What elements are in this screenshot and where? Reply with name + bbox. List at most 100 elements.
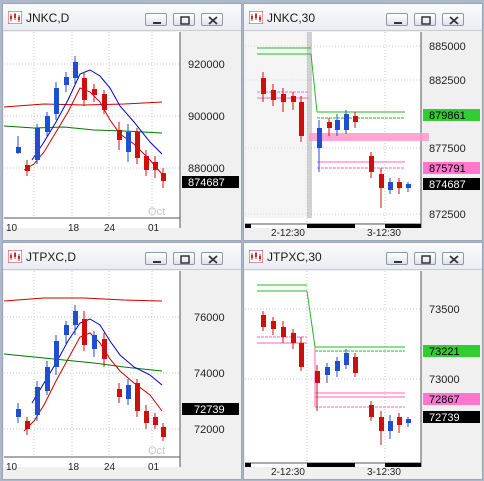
candle-body <box>335 361 340 371</box>
close-icon <box>208 16 218 25</box>
price-chart[interactable]: 885000 882500 877500 872500 879861 87579… <box>245 32 481 240</box>
close-button[interactable] <box>201 252 223 265</box>
y-tick-label: 73500 <box>429 304 460 316</box>
price-tag <box>182 176 239 188</box>
x-tick-label: 24 <box>104 462 116 473</box>
candle-body <box>344 353 349 365</box>
candle-body <box>299 343 304 367</box>
chart-window-jtpxc-daily[interactable]: JTPXC,D Oct <box>2 242 242 480</box>
window-title: JNKC,D <box>26 11 70 25</box>
plot-area[interactable] <box>245 271 421 467</box>
grid <box>4 32 180 218</box>
candle-body <box>144 411 149 423</box>
candle-body <box>45 116 50 132</box>
minimize-button[interactable] <box>386 13 408 26</box>
chart-window-jtpxc-30min[interactable]: JTPXC,30 <box>243 242 483 480</box>
candle-body <box>126 385 131 399</box>
minimize-button[interactable] <box>145 252 167 265</box>
price-tag-label: 72739 <box>194 404 225 416</box>
x-tick-label: 3-12:30 <box>367 228 401 239</box>
y-tick-label: 900000 <box>188 111 225 123</box>
maximize-icon <box>180 16 190 25</box>
price-chart[interactable]: Oct 76000 74000 72000 72739 10 <box>4 271 240 479</box>
support-lines <box>257 284 405 352</box>
title-bar[interactable]: JTPXC,D <box>3 243 241 270</box>
y-tick-label: 882500 <box>429 75 466 87</box>
candle-body <box>54 88 59 114</box>
candle-body <box>153 162 158 170</box>
candle-body <box>45 367 50 391</box>
session-marker <box>307 463 355 467</box>
candle-body <box>92 89 97 95</box>
candle-body <box>117 130 122 140</box>
candle-body <box>406 184 411 188</box>
close-icon <box>449 255 459 264</box>
chart-window-jnkc-daily[interactable]: JNKC,D Oct <box>2 3 242 241</box>
chart-window-jnkc-30min[interactable]: JNKC,30 <box>243 3 483 241</box>
maximize-button[interactable] <box>414 252 436 265</box>
candle-body <box>25 165 30 171</box>
window-title: JTPXC,30 <box>267 250 322 264</box>
maximize-icon <box>180 255 190 264</box>
price-tag <box>423 411 480 423</box>
y-tick-label: 76000 <box>194 312 225 324</box>
candle-body <box>281 94 286 102</box>
maximize-icon <box>421 255 431 264</box>
candle-body <box>135 132 140 158</box>
x-tick-label: 2-12:30 <box>271 467 305 478</box>
chart-app-icon <box>249 11 263 24</box>
session-marker <box>307 224 355 228</box>
ma-fast-line <box>31 69 163 161</box>
candle-body <box>161 173 166 181</box>
candle-body <box>126 132 131 152</box>
close-button[interactable] <box>442 13 464 26</box>
ma-red-line <box>23 87 163 175</box>
plot-area[interactable] <box>4 271 180 467</box>
y-tick-label: 877500 <box>429 143 466 155</box>
candle-body <box>261 78 266 94</box>
maximize-button[interactable] <box>414 13 436 26</box>
minimize-icon <box>394 261 402 263</box>
candle-body <box>353 357 358 373</box>
window-title: JTPXC,D <box>26 250 77 264</box>
y-tick-label: 73000 <box>429 374 460 386</box>
price-tag-label: 874687 <box>188 177 225 189</box>
price-chart[interactable]: 73500 73000 73221 72867 72739 2-12:30 3-… <box>245 271 481 479</box>
level-tag-label: 72867 <box>429 394 460 406</box>
candle-body <box>397 417 402 425</box>
y-tick-label: 872500 <box>429 209 466 221</box>
minimize-button[interactable] <box>145 13 167 26</box>
candle-body <box>291 96 296 102</box>
candlesticks <box>16 56 166 188</box>
minimize-icon <box>153 22 161 24</box>
candle-body <box>102 339 107 359</box>
title-bar[interactable]: JNKC,30 <box>244 4 482 31</box>
minimize-button[interactable] <box>386 252 408 265</box>
candle-body <box>317 128 322 148</box>
maximize-button[interactable] <box>173 252 195 265</box>
candle-body <box>271 90 276 100</box>
y-tick-label: 74000 <box>194 368 225 380</box>
candle-body <box>379 174 384 188</box>
price-chart[interactable]: Oct 920000 900000 880000 874687 1 <box>4 32 240 240</box>
candle-body <box>25 421 30 429</box>
plot-area[interactable] <box>245 32 421 228</box>
title-bar[interactable]: JNKC,D <box>3 4 241 31</box>
x-tick-label: 10 <box>6 462 18 473</box>
candlesticks <box>261 72 411 208</box>
x-tick-label: 18 <box>68 462 80 473</box>
candle-body <box>261 315 266 327</box>
close-button[interactable] <box>201 13 223 26</box>
candle-body <box>161 427 166 437</box>
candlesticks <box>261 311 411 445</box>
title-bar[interactable]: JTPXC,30 <box>244 243 482 270</box>
candle-body <box>35 128 40 160</box>
ma-long-line <box>4 297 163 302</box>
candle-body <box>335 120 340 130</box>
support-lines <box>257 47 405 119</box>
candle-body <box>388 421 393 431</box>
candle-body <box>315 371 320 383</box>
maximize-button[interactable] <box>173 13 195 26</box>
close-icon <box>449 16 459 25</box>
close-button[interactable] <box>442 252 464 265</box>
